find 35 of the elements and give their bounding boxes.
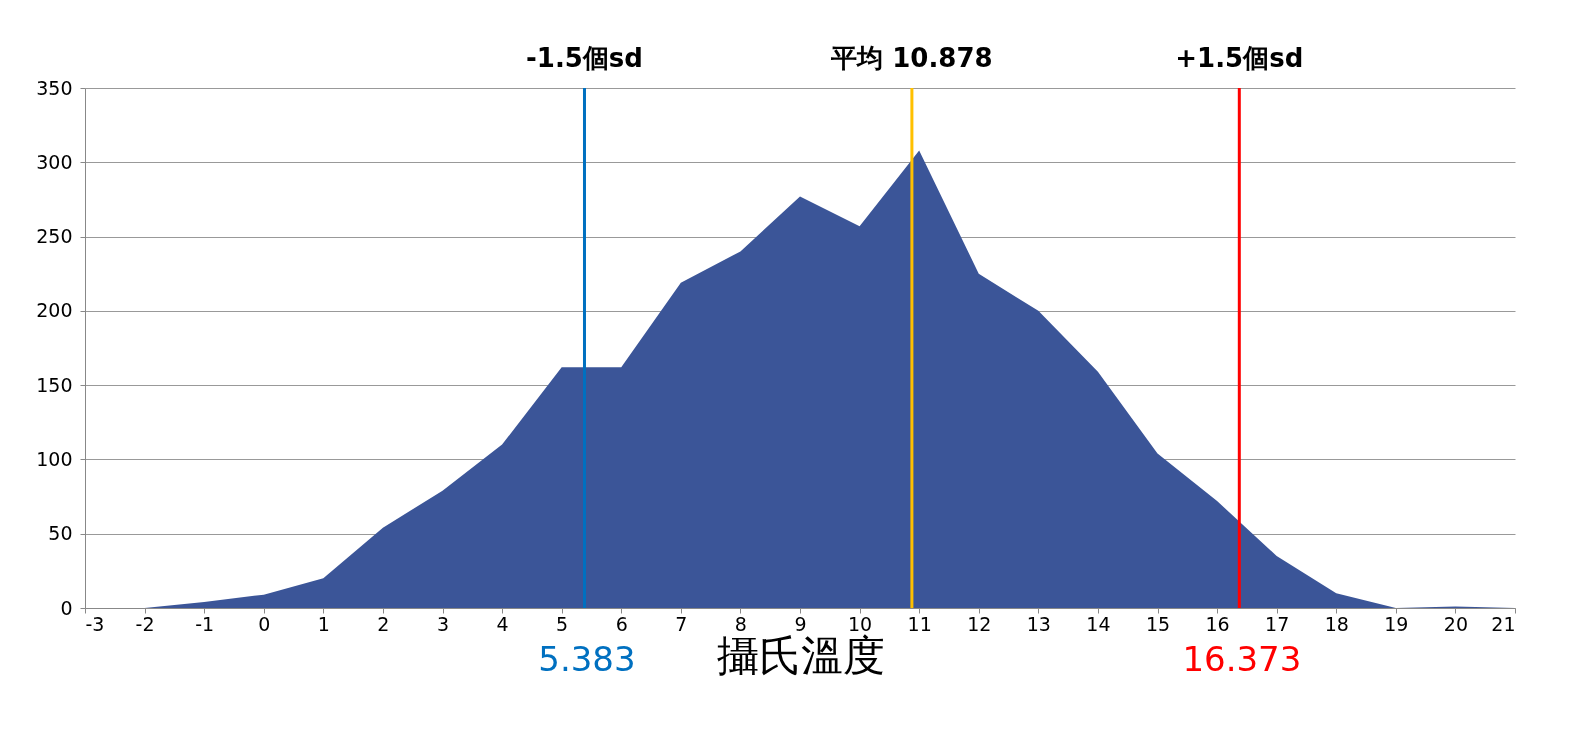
text: 16.373 xyxy=(1182,639,1302,679)
y-tick-label: 0 xyxy=(60,596,73,619)
x-tick-label: 14 xyxy=(1086,612,1111,635)
y-tick-label: 350 xyxy=(36,76,73,99)
text: 5.383 xyxy=(538,639,636,679)
x-tick-label: 20 xyxy=(1443,612,1469,635)
x-tick-label: 13 xyxy=(1026,612,1051,635)
x-tick-label: 21 xyxy=(1491,612,1516,635)
x-tick-label: 19 xyxy=(1384,612,1409,635)
x-tick-label: 11 xyxy=(907,612,932,635)
x-tick-label: 12 xyxy=(967,612,992,635)
x-tick-label: 2 xyxy=(377,612,390,635)
x-tick-label: 4 xyxy=(496,612,509,635)
y-tick-label: 200 xyxy=(36,299,73,322)
x-tick-label: 17 xyxy=(1265,612,1290,635)
x-tick-label: 7 xyxy=(675,612,688,635)
y-tick-label: 150 xyxy=(36,373,73,396)
ref-line-label: +1.5個sd xyxy=(1175,43,1304,73)
x-tick-label: 5 xyxy=(556,612,569,635)
x-tick-label: 6 xyxy=(615,612,628,635)
x-tick-label: 3 xyxy=(436,612,450,635)
x-tick-label: -1 xyxy=(195,612,215,635)
y-tick-label: 250 xyxy=(36,225,73,248)
x-tick-label: 1 xyxy=(317,612,330,635)
y-tick-label: 100 xyxy=(36,447,73,470)
y-tick-label: 50 xyxy=(48,522,73,545)
x-tick-label: 0 xyxy=(258,612,271,635)
ref-line-label: -1.5個sd xyxy=(526,43,643,73)
y-tick-label: 300 xyxy=(36,150,73,173)
x-tick-label: 16 xyxy=(1205,612,1230,635)
x-tick-label: 18 xyxy=(1324,612,1349,635)
x-tick-label: 15 xyxy=(1145,612,1171,635)
x-tick-label: -3 xyxy=(85,612,105,635)
ref-line-label: 平均 10.878 xyxy=(830,43,993,73)
x-tick-label: -2 xyxy=(135,612,155,635)
